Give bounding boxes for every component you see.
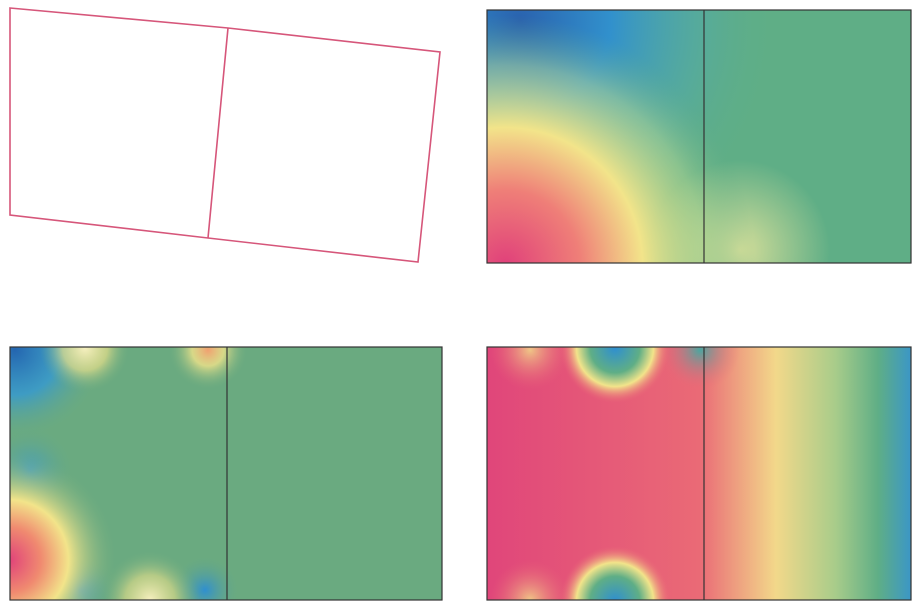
field-region: [10, 347, 442, 600]
field-plot-1: [487, 10, 911, 263]
field-region: [487, 347, 911, 600]
mesh-boundary: [10, 8, 440, 262]
field-region: [487, 10, 911, 263]
field-plot-3: [487, 347, 911, 600]
figure: [0, 0, 912, 603]
field-plot-2: [10, 347, 442, 600]
mesh-outline: [10, 8, 440, 262]
page: [0, 0, 912, 603]
mesh-divider: [208, 28, 228, 238]
